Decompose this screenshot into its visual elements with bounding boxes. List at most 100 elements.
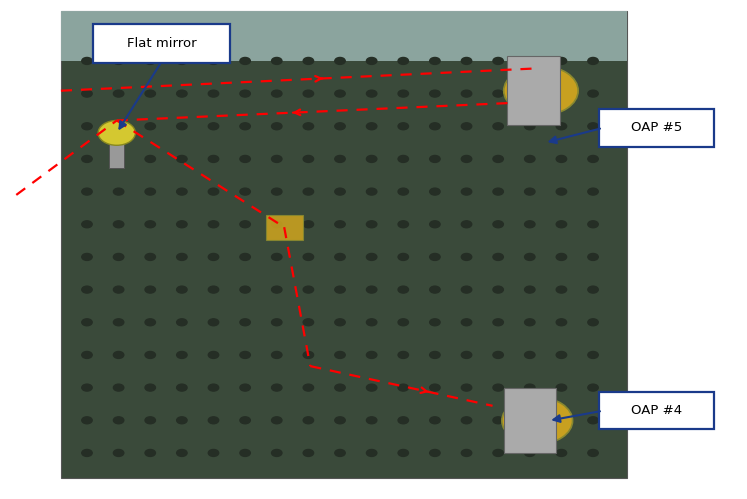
Circle shape — [272, 57, 282, 64]
Circle shape — [524, 57, 535, 64]
Circle shape — [335, 90, 345, 97]
Circle shape — [81, 90, 92, 97]
Ellipse shape — [502, 397, 573, 444]
Circle shape — [240, 384, 250, 391]
Circle shape — [145, 319, 155, 326]
Circle shape — [145, 253, 155, 260]
Circle shape — [272, 156, 282, 162]
Circle shape — [176, 156, 187, 162]
Circle shape — [557, 253, 567, 260]
Circle shape — [303, 57, 314, 64]
Circle shape — [272, 384, 282, 391]
Circle shape — [176, 319, 187, 326]
Circle shape — [524, 188, 535, 195]
Circle shape — [303, 450, 314, 457]
FancyBboxPatch shape — [507, 56, 560, 125]
Circle shape — [240, 57, 250, 64]
Circle shape — [588, 57, 598, 64]
Circle shape — [240, 188, 250, 195]
Circle shape — [588, 253, 598, 260]
Circle shape — [524, 90, 535, 97]
Circle shape — [208, 286, 219, 293]
Circle shape — [493, 450, 503, 457]
Circle shape — [493, 221, 503, 228]
Circle shape — [208, 253, 219, 260]
Circle shape — [398, 156, 409, 162]
Circle shape — [462, 319, 472, 326]
Circle shape — [430, 90, 440, 97]
Circle shape — [114, 253, 124, 260]
Circle shape — [398, 286, 409, 293]
Circle shape — [145, 286, 155, 293]
Circle shape — [462, 221, 472, 228]
Circle shape — [493, 90, 503, 97]
Circle shape — [588, 156, 598, 162]
Text: Flat mirror: Flat mirror — [126, 37, 196, 50]
Circle shape — [81, 156, 92, 162]
Circle shape — [493, 156, 503, 162]
Circle shape — [557, 417, 567, 424]
Circle shape — [272, 417, 282, 424]
Circle shape — [588, 319, 598, 326]
Circle shape — [335, 253, 345, 260]
Circle shape — [430, 188, 440, 195]
Circle shape — [208, 319, 219, 326]
Circle shape — [367, 286, 376, 293]
Circle shape — [462, 286, 472, 293]
Circle shape — [176, 286, 187, 293]
Circle shape — [81, 188, 92, 195]
Circle shape — [557, 221, 567, 228]
Circle shape — [240, 319, 250, 326]
Circle shape — [176, 351, 187, 358]
Circle shape — [240, 123, 250, 130]
Circle shape — [588, 417, 598, 424]
Circle shape — [335, 319, 345, 326]
Circle shape — [335, 123, 345, 130]
Circle shape — [303, 156, 314, 162]
Circle shape — [462, 450, 472, 457]
Circle shape — [588, 221, 598, 228]
Circle shape — [208, 450, 219, 457]
Circle shape — [145, 57, 155, 64]
FancyBboxPatch shape — [266, 215, 303, 240]
Circle shape — [176, 90, 187, 97]
Circle shape — [462, 188, 472, 195]
Circle shape — [557, 188, 567, 195]
Circle shape — [398, 450, 409, 457]
Circle shape — [81, 450, 92, 457]
Circle shape — [208, 123, 219, 130]
Circle shape — [303, 123, 314, 130]
FancyBboxPatch shape — [61, 11, 627, 61]
Circle shape — [208, 384, 219, 391]
Circle shape — [303, 319, 314, 326]
Circle shape — [240, 286, 250, 293]
Circle shape — [114, 450, 124, 457]
Circle shape — [398, 384, 409, 391]
Circle shape — [335, 384, 345, 391]
Text: OAP #5: OAP #5 — [630, 121, 682, 134]
Circle shape — [114, 384, 124, 391]
Circle shape — [367, 384, 376, 391]
Circle shape — [398, 319, 409, 326]
Circle shape — [335, 221, 345, 228]
Circle shape — [367, 221, 376, 228]
Circle shape — [557, 319, 567, 326]
Circle shape — [430, 384, 440, 391]
Circle shape — [303, 188, 314, 195]
Circle shape — [272, 319, 282, 326]
Circle shape — [272, 188, 282, 195]
Circle shape — [81, 123, 92, 130]
Circle shape — [367, 253, 376, 260]
Circle shape — [240, 253, 250, 260]
Circle shape — [145, 351, 155, 358]
Circle shape — [524, 286, 535, 293]
Circle shape — [462, 351, 472, 358]
Circle shape — [81, 351, 92, 358]
Ellipse shape — [503, 66, 578, 116]
Circle shape — [303, 253, 314, 260]
Circle shape — [524, 351, 535, 358]
Circle shape — [557, 156, 567, 162]
FancyBboxPatch shape — [93, 24, 230, 63]
Circle shape — [524, 123, 535, 130]
Circle shape — [114, 319, 124, 326]
